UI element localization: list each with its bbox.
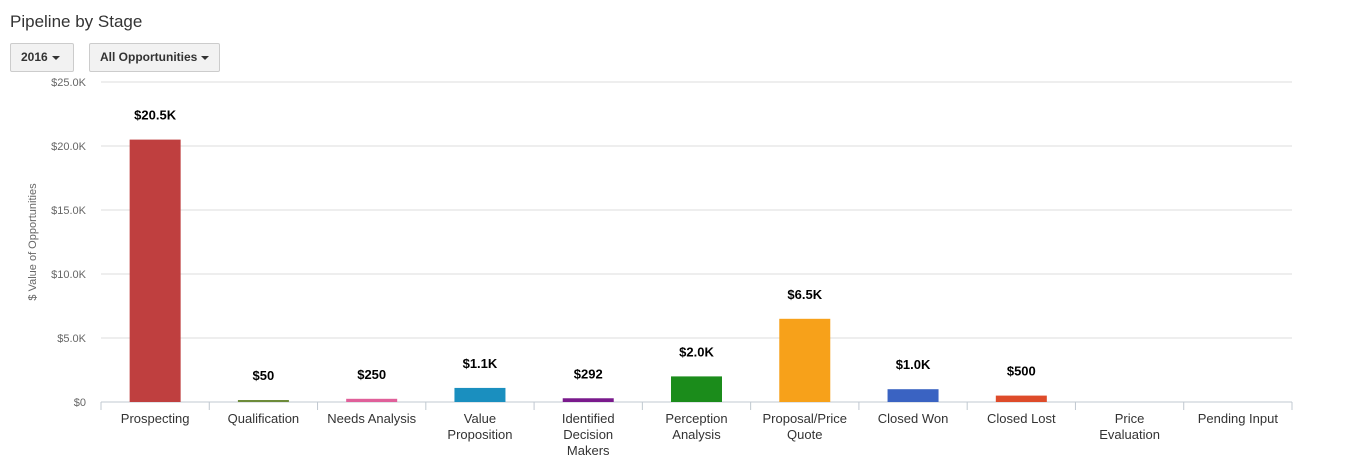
caret-down-icon	[201, 55, 210, 60]
page-title: Pipeline by Stage	[10, 12, 143, 31]
x-tick-label: Needs Analysis	[327, 411, 416, 426]
bar	[129, 139, 181, 402]
bar	[454, 387, 506, 402]
bar	[562, 398, 614, 402]
bar	[237, 400, 289, 402]
data-label: $292	[574, 366, 603, 381]
x-tick-label: Prospecting	[121, 411, 190, 426]
x-tick-label: Price Evaluation	[1099, 411, 1160, 442]
data-label: $500	[1007, 364, 1036, 379]
x-tick-label: Value Proposition	[447, 411, 512, 442]
year-filter-dropdown[interactable]: 2016	[10, 43, 74, 72]
x-tick-label: Closed Lost	[987, 411, 1056, 426]
x-tick-label: Closed Won	[878, 411, 949, 426]
bar	[887, 389, 939, 402]
y-tick-label: $0	[74, 397, 86, 409]
y-axis-label: $ Value of Opportunities	[27, 183, 39, 301]
x-tick-label: Perception Analysis	[665, 411, 727, 442]
caret-down-icon	[51, 55, 60, 60]
data-label: $50	[253, 368, 275, 383]
bar	[995, 395, 1047, 402]
x-tick-label: Pending Input	[1198, 411, 1279, 426]
y-tick-label: $10.0K	[51, 269, 87, 281]
y-tick-label: $25.0K	[51, 77, 87, 89]
x-tick-label: Qualification	[228, 411, 300, 426]
year-filter-label: 2016	[21, 50, 48, 64]
opportunity-filter-dropdown[interactable]: All Opportunities	[89, 43, 220, 72]
data-label: $20.5K	[134, 108, 177, 123]
data-label: $1.1K	[463, 356, 498, 371]
y-tick-label: $20.0K	[51, 141, 87, 153]
opportunity-filter-label: All Opportunities	[100, 50, 198, 64]
data-label: $250	[357, 367, 386, 382]
y-tick-label: $15.0K	[51, 205, 87, 217]
data-label: $2.0K	[679, 344, 714, 359]
bar	[346, 398, 398, 402]
x-tick-label: Proposal/Price Quote	[762, 411, 847, 442]
x-tick-label: Identified Decision Makers	[562, 411, 615, 458]
bar	[779, 318, 831, 402]
bar	[671, 376, 722, 402]
data-label: $1.0K	[896, 357, 931, 372]
data-label: $6.5K	[787, 287, 822, 302]
y-tick-label: $5.0K	[57, 333, 86, 345]
